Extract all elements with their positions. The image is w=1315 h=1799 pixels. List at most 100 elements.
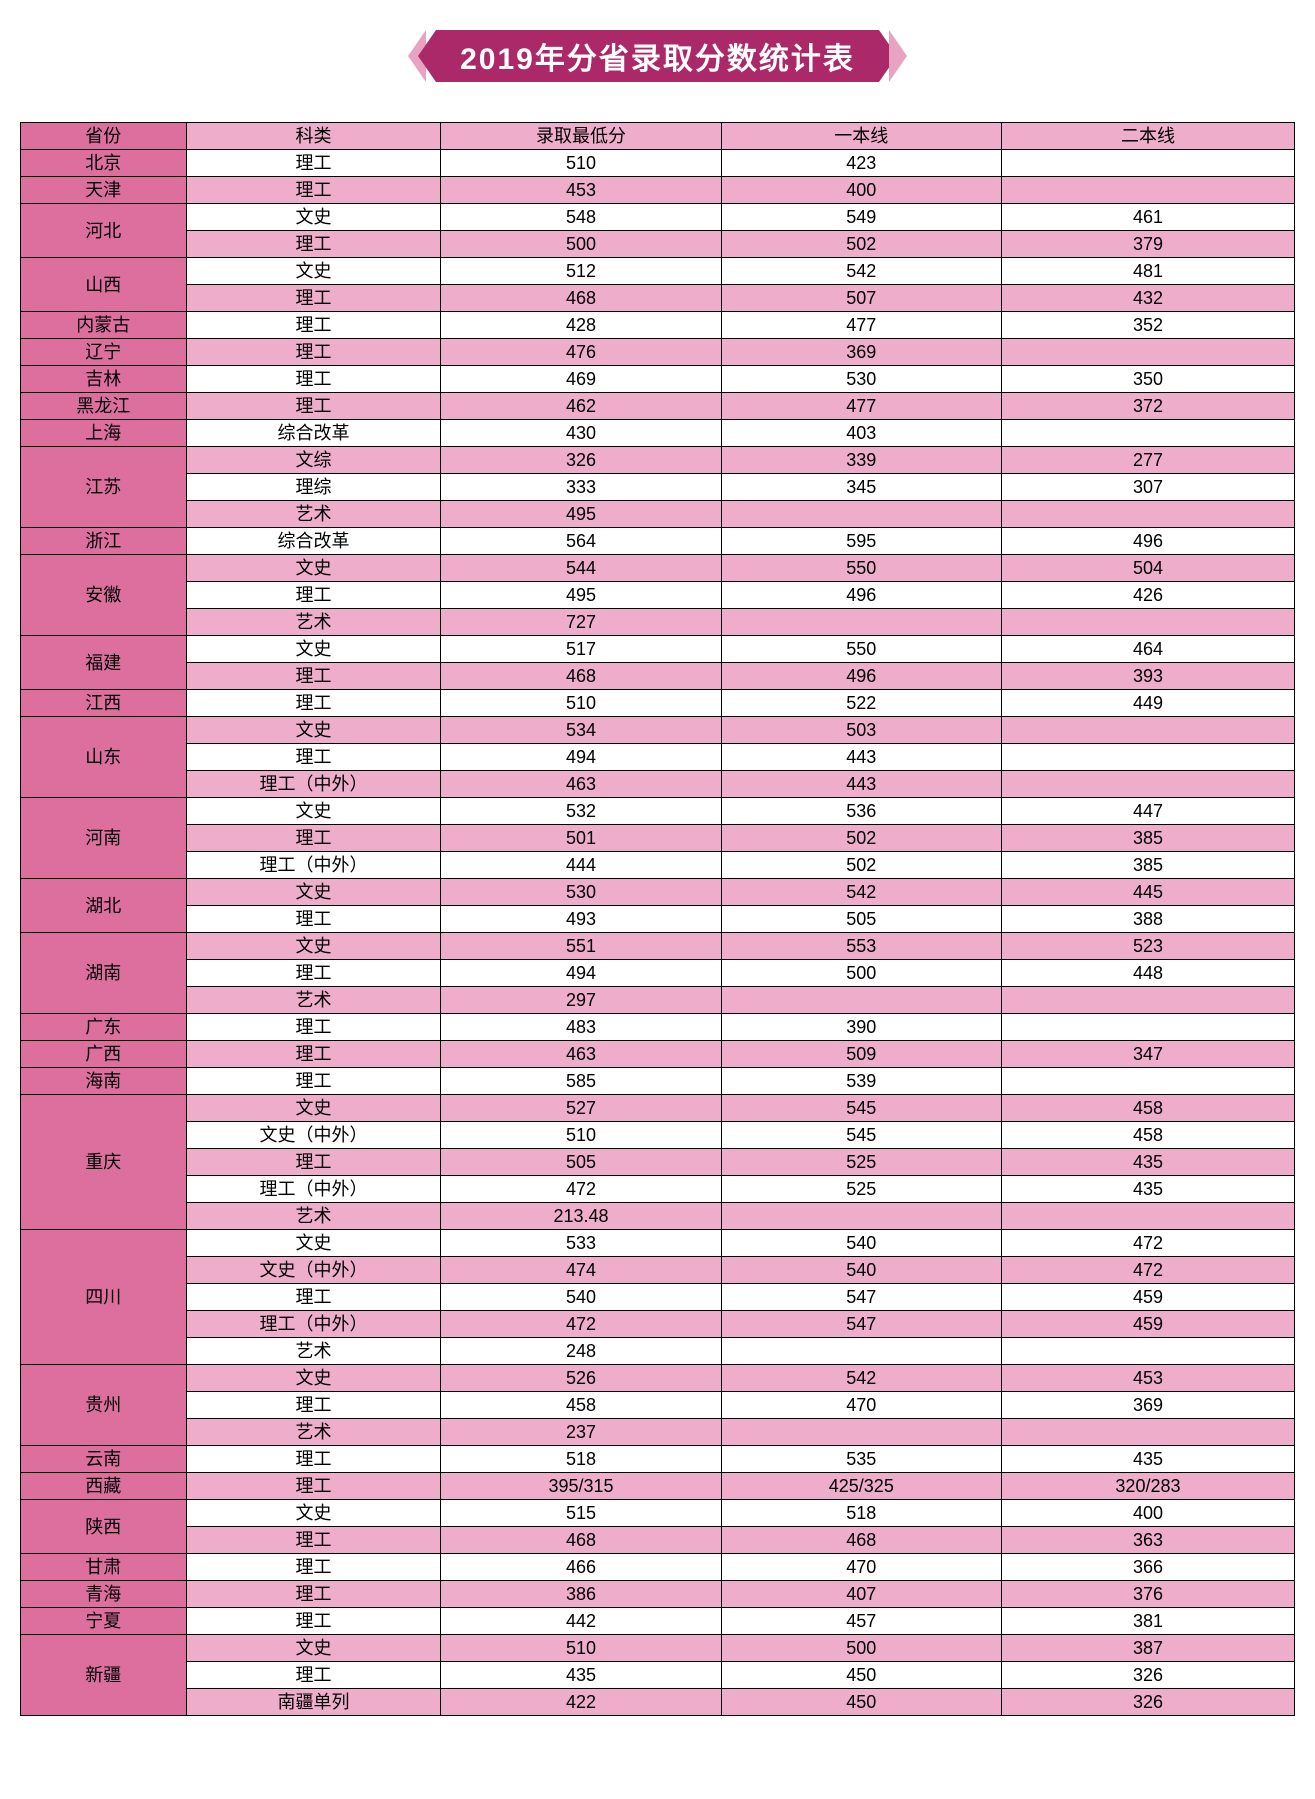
tier2-cell [1001, 1419, 1294, 1446]
category-cell: 艺术 [186, 609, 441, 636]
tier1-cell: 536 [721, 798, 1001, 825]
table-row: 青海理工386407376 [21, 1581, 1295, 1608]
table-row: 理综333345307 [21, 474, 1295, 501]
tier2-cell: 464 [1001, 636, 1294, 663]
min-score-cell: 512 [441, 258, 721, 285]
min-score-cell: 526 [441, 1365, 721, 1392]
tier1-cell: 509 [721, 1041, 1001, 1068]
min-score-cell: 534 [441, 717, 721, 744]
table-row: 黑龙江理工462477372 [21, 393, 1295, 420]
min-score-cell: 532 [441, 798, 721, 825]
tier2-cell: 459 [1001, 1311, 1294, 1338]
table-row: 艺术495 [21, 501, 1295, 528]
category-cell: 综合改革 [186, 528, 441, 555]
tier2-cell: 472 [1001, 1257, 1294, 1284]
category-cell: 理工 [186, 1149, 441, 1176]
tier1-cell: 477 [721, 312, 1001, 339]
min-score-cell: 248 [441, 1338, 721, 1365]
tier2-cell: 387 [1001, 1635, 1294, 1662]
category-cell: 理工 [186, 393, 441, 420]
tier2-cell: 481 [1001, 258, 1294, 285]
min-score-cell: 333 [441, 474, 721, 501]
tier2-cell: 426 [1001, 582, 1294, 609]
province-cell: 重庆 [21, 1095, 187, 1230]
table-row: 艺术727 [21, 609, 1295, 636]
table-row: 艺术297 [21, 987, 1295, 1014]
province-cell: 山东 [21, 717, 187, 798]
tier2-cell: 376 [1001, 1581, 1294, 1608]
category-cell: 艺术 [186, 987, 441, 1014]
category-cell: 理工 [186, 582, 441, 609]
table-row: 理工458470369 [21, 1392, 1295, 1419]
province-cell: 浙江 [21, 528, 187, 555]
category-cell: 理工（中外） [186, 1311, 441, 1338]
category-cell: 文史 [186, 555, 441, 582]
min-score-cell: 494 [441, 960, 721, 987]
table-row: 江西理工510522449 [21, 690, 1295, 717]
province-cell: 内蒙古 [21, 312, 187, 339]
min-score-cell: 213.48 [441, 1203, 721, 1230]
min-score-cell: 435 [441, 1662, 721, 1689]
tier1-cell: 542 [721, 879, 1001, 906]
province-cell: 青海 [21, 1581, 187, 1608]
tier1-cell: 545 [721, 1122, 1001, 1149]
tier1-cell: 535 [721, 1446, 1001, 1473]
tier2-cell [1001, 501, 1294, 528]
min-score-cell: 527 [441, 1095, 721, 1122]
table-row: 上海综合改革430403 [21, 420, 1295, 447]
category-cell: 文综 [186, 447, 441, 474]
province-cell: 江苏 [21, 447, 187, 528]
tier1-cell: 542 [721, 258, 1001, 285]
min-score-cell: 428 [441, 312, 721, 339]
col-category: 科类 [186, 123, 441, 150]
tier2-cell [1001, 771, 1294, 798]
tier2-cell: 385 [1001, 825, 1294, 852]
tier2-cell: 453 [1001, 1365, 1294, 1392]
min-score-cell: 468 [441, 663, 721, 690]
province-cell: 上海 [21, 420, 187, 447]
tier1-cell: 502 [721, 231, 1001, 258]
tier1-cell: 470 [721, 1392, 1001, 1419]
min-score-cell: 548 [441, 204, 721, 231]
table-row: 理工501502385 [21, 825, 1295, 852]
min-score-cell: 468 [441, 285, 721, 312]
min-score-cell: 540 [441, 1284, 721, 1311]
min-score-cell: 585 [441, 1068, 721, 1095]
tier2-cell: 307 [1001, 474, 1294, 501]
min-score-cell: 510 [441, 690, 721, 717]
tier2-cell: 448 [1001, 960, 1294, 987]
category-cell: 理工 [186, 744, 441, 771]
table-row: 理工468468363 [21, 1527, 1295, 1554]
table-row: 河南文史532536447 [21, 798, 1295, 825]
tier1-cell: 550 [721, 555, 1001, 582]
min-score-cell: 237 [441, 1419, 721, 1446]
table-row: 文史（中外）474540472 [21, 1257, 1295, 1284]
category-cell: 文史 [186, 1365, 441, 1392]
category-cell: 文史（中外） [186, 1122, 441, 1149]
table-row: 福建文史517550464 [21, 636, 1295, 663]
category-cell: 艺术 [186, 1203, 441, 1230]
category-cell: 艺术 [186, 501, 441, 528]
tier2-cell: 320/283 [1001, 1473, 1294, 1500]
category-cell: 艺术 [186, 1338, 441, 1365]
tier2-cell: 445 [1001, 879, 1294, 906]
table-row: 南疆单列422450326 [21, 1689, 1295, 1716]
category-cell: 理工 [186, 285, 441, 312]
tier2-cell: 385 [1001, 852, 1294, 879]
table-row: 广东理工483390 [21, 1014, 1295, 1041]
tier1-cell [721, 1203, 1001, 1230]
min-score-cell: 510 [441, 1122, 721, 1149]
province-cell: 陕西 [21, 1500, 187, 1554]
tier2-cell [1001, 1203, 1294, 1230]
province-cell: 广东 [21, 1014, 187, 1041]
tier1-cell: 468 [721, 1527, 1001, 1554]
tier1-cell: 550 [721, 636, 1001, 663]
tier2-cell: 372 [1001, 393, 1294, 420]
table-row: 海南理工585539 [21, 1068, 1295, 1095]
tier2-cell: 381 [1001, 1608, 1294, 1635]
tier2-cell: 350 [1001, 366, 1294, 393]
min-score-cell: 510 [441, 1635, 721, 1662]
table-row: 理工493505388 [21, 906, 1295, 933]
tier2-cell: 435 [1001, 1176, 1294, 1203]
tier2-cell: 326 [1001, 1689, 1294, 1716]
